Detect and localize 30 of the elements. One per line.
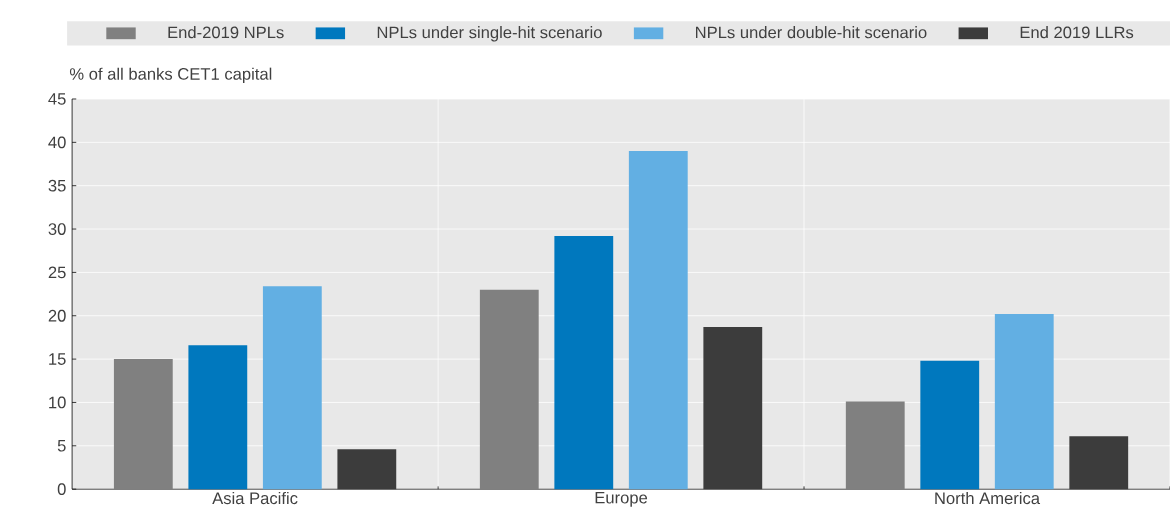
y-axis-title: % of all banks CET1 capital: [69, 67, 272, 84]
bar: [113, 359, 173, 490]
bar: [1069, 436, 1129, 490]
legend-label: End-2019 NPLs: [168, 26, 284, 39]
bar: [337, 449, 397, 490]
bar: [554, 236, 614, 490]
bar: [188, 345, 248, 490]
y-tick-label: 5: [57, 440, 66, 452]
y-tick-label: 0: [57, 483, 66, 496]
bar: [845, 401, 905, 490]
y-tick-label: 40: [48, 136, 66, 149]
bar: [479, 289, 539, 490]
y-tick-label: 25: [48, 266, 66, 279]
y-tick-label: 10: [49, 396, 66, 409]
bar: [920, 361, 980, 490]
y-tick-label: 20: [48, 310, 66, 322]
bar: [628, 151, 688, 490]
x-tick-label: Asia Pacific: [212, 492, 298, 505]
y-tick-label: 35: [48, 180, 66, 192]
legend-label: End 2019 LLRs: [1020, 26, 1134, 39]
legend-label: NPLs under single-hit scenario: [377, 26, 602, 42]
bar: [703, 327, 763, 490]
y-tick-label: 30: [48, 223, 66, 236]
x-tick-label: North America: [935, 492, 1041, 505]
y-tick-label: 15: [49, 353, 66, 366]
y-tick-label: 45: [48, 93, 66, 105]
bar: [262, 286, 322, 490]
bar: [994, 314, 1054, 490]
x-tick-label: Europe: [595, 492, 648, 508]
legend-label: NPLs under double-hit scenario: [696, 26, 927, 39]
